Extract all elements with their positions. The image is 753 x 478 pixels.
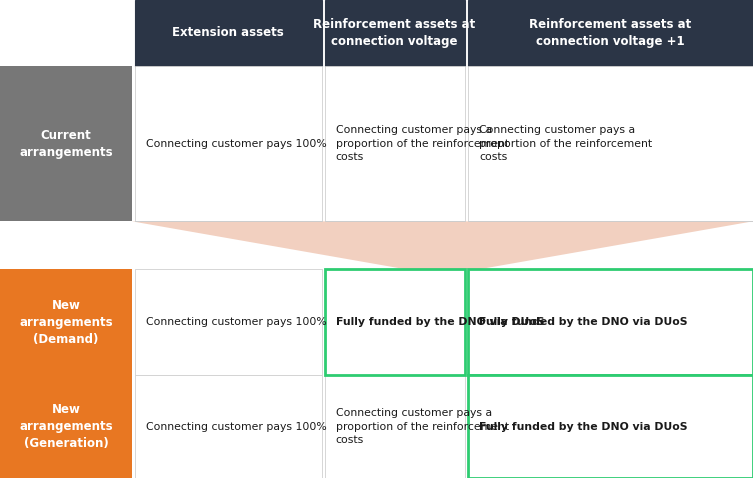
Bar — [325, 66, 465, 221]
Bar — [0, 0, 132, 66]
Bar — [325, 375, 465, 478]
Text: Fully funded by the DNO via DUoS: Fully funded by the DNO via DUoS — [336, 317, 544, 327]
Text: Extension assets: Extension assets — [172, 26, 284, 40]
Bar — [325, 269, 465, 375]
Text: Connecting customer pays a
proportion of the reinforcement
costs: Connecting customer pays a proportion of… — [479, 125, 652, 162]
Polygon shape — [132, 221, 753, 269]
Text: Reinforcement assets at
connection voltage: Reinforcement assets at connection volta… — [313, 18, 476, 48]
Text: Fully funded by the DNO via DUoS: Fully funded by the DNO via DUoS — [479, 422, 687, 432]
Text: Connecting customer pays a
proportion of the reinforcement
costs: Connecting customer pays a proportion of… — [336, 408, 509, 445]
Text: Connecting customer pays 100%: Connecting customer pays 100% — [146, 317, 327, 327]
Text: Fully funded by the DNO via DUoS: Fully funded by the DNO via DUoS — [479, 317, 687, 327]
Bar — [0, 66, 132, 221]
Bar — [135, 375, 322, 478]
Text: Connecting customer pays a
proportion of the reinforcement
costs: Connecting customer pays a proportion of… — [336, 125, 509, 162]
Bar — [135, 66, 322, 221]
Bar — [0, 375, 132, 478]
Bar — [468, 375, 753, 478]
Text: New
arrangements
(Generation): New arrangements (Generation) — [19, 403, 113, 450]
Text: New
arrangements
(Demand): New arrangements (Demand) — [19, 299, 113, 346]
Bar — [135, 0, 322, 66]
Text: Connecting customer pays 100%: Connecting customer pays 100% — [146, 139, 327, 149]
Text: Connecting customer pays 100%: Connecting customer pays 100% — [146, 422, 327, 432]
Text: Reinforcement assets at
connection voltage +1: Reinforcement assets at connection volta… — [529, 18, 691, 48]
Bar — [325, 0, 465, 66]
Bar — [468, 0, 753, 66]
Bar — [0, 269, 132, 375]
Bar — [468, 66, 753, 221]
Bar — [468, 269, 753, 375]
Text: Current
arrangements: Current arrangements — [19, 129, 113, 159]
Bar — [135, 269, 322, 375]
